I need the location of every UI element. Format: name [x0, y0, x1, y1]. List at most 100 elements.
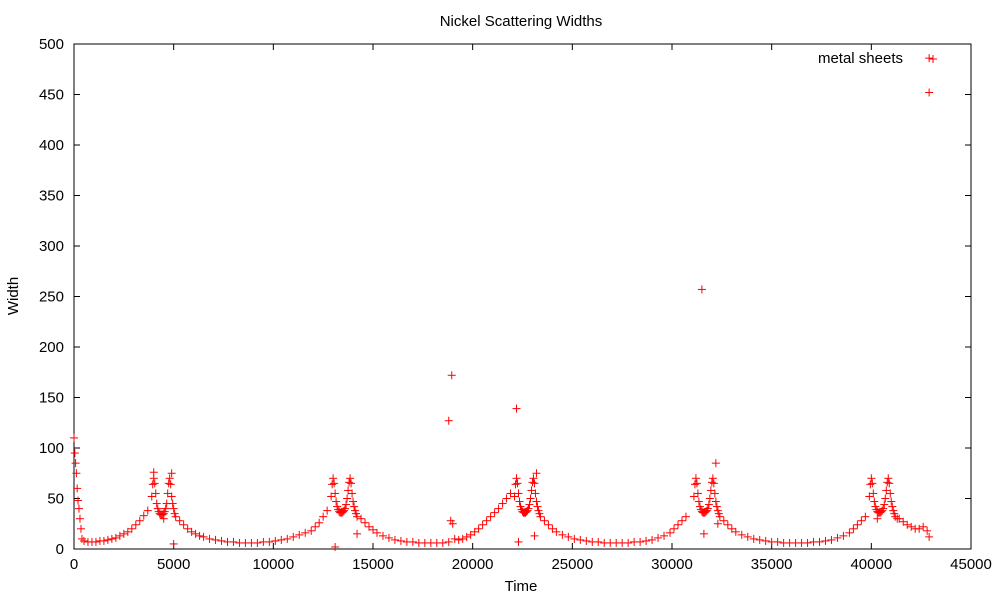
- data-point: [857, 516, 866, 525]
- data-point: [708, 474, 717, 483]
- data-point: [876, 508, 885, 517]
- chart-title: Nickel Scattering Widths: [440, 13, 603, 30]
- data-point: [73, 496, 82, 505]
- data-point: [444, 537, 453, 546]
- data-point: [301, 528, 310, 537]
- data-point: [524, 504, 533, 513]
- data-point: [861, 512, 870, 521]
- data-point: [715, 512, 724, 521]
- data-point: [357, 514, 366, 523]
- data-point: [119, 529, 128, 538]
- data-point: [331, 489, 340, 498]
- data-point: [528, 478, 537, 487]
- data-point: [342, 500, 351, 509]
- data-point: [458, 534, 467, 543]
- data-point: [642, 536, 651, 545]
- data-point: [127, 524, 136, 533]
- data-point: [719, 516, 728, 525]
- data-point: [544, 520, 553, 529]
- data-point: [349, 497, 358, 506]
- data-point: [705, 494, 714, 503]
- data-point: [289, 532, 298, 541]
- data-point: [151, 489, 160, 498]
- data-point: [884, 474, 893, 483]
- data-point: [167, 492, 176, 501]
- data-point: [749, 534, 758, 543]
- data-point: [723, 520, 732, 529]
- data-point: [827, 535, 836, 544]
- data-point: [229, 537, 238, 546]
- data-point: [849, 524, 858, 533]
- data-point: [152, 499, 161, 508]
- data-point: [205, 534, 214, 543]
- data-point: [165, 474, 174, 483]
- data-point: [307, 526, 316, 535]
- x-tick-label: 5000: [157, 556, 190, 573]
- data-point: [450, 534, 459, 543]
- data-point: [91, 537, 100, 546]
- data-point: [885, 479, 894, 488]
- data-point: [531, 489, 540, 498]
- data-point: [378, 531, 387, 540]
- y-tick-label: 0: [56, 541, 64, 558]
- data-point: [558, 530, 567, 539]
- data-point: [328, 480, 337, 489]
- data-point: [107, 534, 116, 543]
- data-point: [540, 516, 549, 525]
- data-point: [821, 536, 830, 545]
- y-tick-label: 400: [39, 137, 64, 154]
- x-tick-label: 15000: [352, 556, 394, 573]
- x-tick-label: 35000: [751, 556, 793, 573]
- data-point: [315, 518, 324, 527]
- data-point: [711, 497, 720, 506]
- x-tick-label: 10000: [252, 556, 294, 573]
- data-point: [694, 497, 703, 506]
- y-tick-label: 350: [39, 188, 64, 205]
- data-point: [166, 480, 175, 489]
- y-tick-label: 50: [47, 491, 64, 508]
- data-point: [702, 506, 711, 515]
- data-point: [191, 529, 200, 538]
- data-point: [869, 489, 878, 498]
- data-point: [525, 500, 534, 509]
- data-point: [139, 511, 148, 520]
- x-tick-label: 45000: [950, 556, 992, 573]
- data-point: [211, 535, 220, 544]
- data-point: [311, 522, 320, 531]
- data-point: [167, 469, 176, 478]
- y-tick-label: 500: [39, 36, 64, 53]
- data-point: [340, 506, 349, 515]
- data-point: [713, 519, 722, 528]
- data-point: [888, 502, 897, 511]
- data-point: [886, 489, 895, 498]
- data-point: [704, 500, 713, 509]
- data-point: [161, 504, 170, 513]
- data-point: [77, 534, 86, 543]
- data-point: [345, 478, 354, 487]
- plot-border: [73, 43, 972, 550]
- legend: metal sheets: [818, 50, 937, 67]
- data-point: [438, 538, 447, 547]
- data-point: [111, 533, 120, 542]
- data-point: [690, 480, 699, 489]
- x-axis: 0 5000 10000 15000 20000 25000 30000 35000 40000…: [70, 44, 992, 573]
- data-point: [699, 529, 708, 538]
- data-point: [408, 537, 417, 546]
- y-tick-label: 100: [39, 440, 64, 457]
- data-point: [700, 508, 709, 517]
- data-point: [925, 88, 934, 97]
- data-point: [372, 528, 381, 537]
- data-point: [815, 537, 824, 546]
- data-point: [907, 522, 916, 531]
- data-point: [514, 537, 523, 546]
- data-point: [195, 531, 204, 540]
- data-point: [881, 494, 890, 503]
- data-point: [692, 479, 701, 488]
- data-point: [169, 504, 178, 513]
- data-point: [502, 494, 511, 503]
- data-point: [75, 514, 84, 523]
- data-point: [217, 536, 226, 545]
- data-point: [514, 489, 523, 498]
- data-point: [691, 474, 700, 483]
